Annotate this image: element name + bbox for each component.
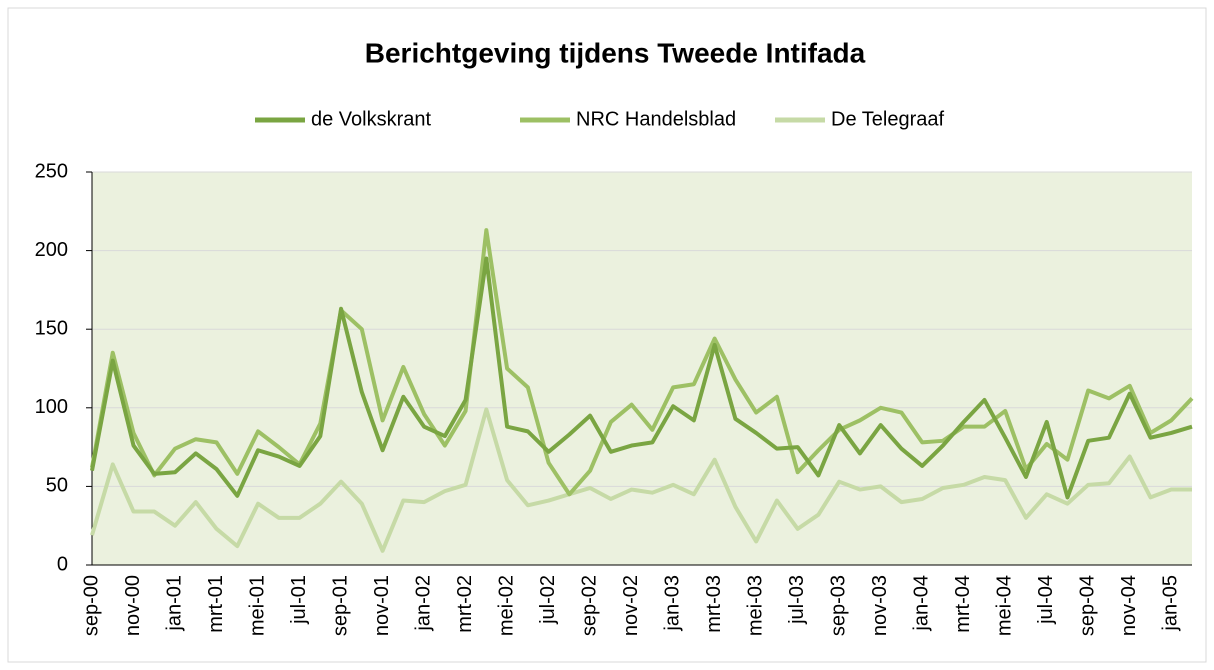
series-line bbox=[90, 228, 1194, 497]
x-tick-label: jan-02 bbox=[412, 575, 434, 632]
y-tick-label: 0 bbox=[57, 553, 68, 575]
x-tick-label: jan-03 bbox=[661, 575, 683, 632]
x-tick-label: jan-05 bbox=[1160, 575, 1182, 632]
y-tick-label: 100 bbox=[35, 396, 68, 418]
x-tick-label: mrt-04 bbox=[952, 575, 974, 633]
x-tick-label: mei-01 bbox=[246, 575, 268, 636]
x-tick-label: nov-03 bbox=[869, 575, 891, 636]
x-tick-label: sep-01 bbox=[329, 575, 351, 636]
x-tick-label: mrt-02 bbox=[454, 575, 476, 633]
x-tick-label: sep-02 bbox=[578, 575, 600, 636]
x-tick-label: mei-02 bbox=[495, 575, 517, 636]
legend-label: de Volkskrant bbox=[311, 108, 432, 130]
x-tick-label: sep-00 bbox=[80, 575, 102, 636]
x-tick-label: nov-01 bbox=[371, 575, 393, 636]
y-tick-label: 150 bbox=[35, 317, 68, 339]
x-tick-label: nov-02 bbox=[620, 575, 642, 636]
x-tick-label: jul-03 bbox=[786, 575, 808, 625]
x-tick-label: jul-04 bbox=[1035, 575, 1057, 625]
x-tick-label: sep-03 bbox=[827, 575, 849, 636]
x-tick-label: jan-01 bbox=[163, 575, 185, 632]
x-tick-label: jul-01 bbox=[288, 575, 310, 625]
y-tick-label: 50 bbox=[46, 475, 68, 497]
x-tick-label: mei-04 bbox=[993, 575, 1015, 636]
x-tick-label: mrt-03 bbox=[703, 575, 725, 633]
x-tick-label: nov-04 bbox=[1118, 575, 1140, 636]
x-tick-label: jan-04 bbox=[910, 575, 932, 632]
legend-label: De Telegraaf bbox=[831, 108, 944, 130]
x-tick-label: jul-02 bbox=[537, 575, 559, 625]
chart-title: Berichtgeving tijdens Tweede Intifada bbox=[365, 37, 866, 68]
series-line bbox=[90, 256, 1193, 500]
y-tick-label: 200 bbox=[35, 239, 68, 261]
x-tick-label: mei-03 bbox=[744, 575, 766, 636]
x-tick-label: mrt-01 bbox=[205, 575, 227, 633]
y-tick-label: 250 bbox=[35, 160, 68, 182]
series-line bbox=[90, 407, 1192, 553]
x-tick-label: sep-04 bbox=[1077, 575, 1099, 636]
legend-label: NRC Handelsblad bbox=[576, 108, 736, 130]
plot-area bbox=[92, 172, 1192, 565]
x-tick-label: nov-00 bbox=[122, 575, 144, 636]
